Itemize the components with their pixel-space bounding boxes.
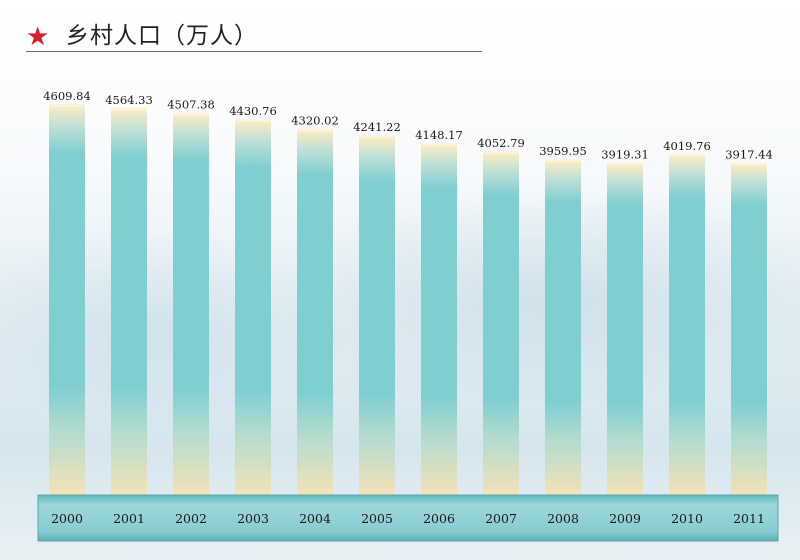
bar-cap [359, 135, 395, 140]
value-label: 4019.76 [663, 139, 711, 153]
bar-2005 [359, 138, 395, 495]
chart-title: 乡村人口（万人） [66, 23, 258, 49]
value-label: 4148.17 [415, 128, 463, 142]
x-tick-label: 2010 [671, 511, 703, 526]
x-tick-label: 2004 [299, 511, 331, 526]
x-tick-label: 2002 [175, 511, 207, 526]
value-label: 4430.76 [229, 104, 277, 118]
chart-title-bar: ★ 乡村人口（万人） [26, 22, 482, 56]
value-label: 4609.84 [43, 89, 91, 103]
value-label: 3919.31 [601, 147, 649, 161]
bar-cap [607, 162, 643, 167]
bar-2010 [669, 156, 705, 495]
bar-2002 [173, 115, 209, 496]
bar-2003 [235, 122, 271, 496]
x-tick-label: 2009 [609, 511, 641, 526]
value-label: 4052.79 [477, 136, 525, 150]
x-axis-band [37, 494, 779, 542]
bar-2009 [607, 165, 643, 495]
x-tick-label: 2001 [113, 511, 145, 526]
bar-2008 [545, 161, 581, 495]
star-icon: ★ [26, 22, 50, 52]
bar-cap [111, 107, 147, 112]
bar-cap [421, 143, 457, 148]
bar-2000 [49, 107, 85, 495]
bar-cap [235, 119, 271, 124]
bar-2001 [111, 110, 147, 495]
bar-cap [669, 153, 705, 158]
title-underline [26, 51, 482, 52]
x-tick-label: 2005 [361, 511, 393, 526]
value-label: 3959.95 [539, 144, 587, 158]
value-label: 4507.38 [167, 98, 215, 112]
value-label: 4241.22 [353, 120, 401, 134]
bar-2007 [483, 154, 519, 496]
value-label: 4564.33 [105, 93, 153, 107]
bar-2004 [297, 131, 333, 496]
x-tick-label: 2011 [733, 511, 765, 526]
bar-cap [545, 158, 581, 163]
bar-cap [49, 104, 85, 108]
bar-cap [483, 151, 519, 156]
x-tick-label: 2008 [547, 511, 579, 526]
bar-cap [173, 112, 209, 117]
bar-cap [297, 128, 333, 133]
bar-cap [731, 162, 767, 167]
bar-2011 [731, 165, 767, 495]
bar-2006 [421, 146, 457, 495]
x-tick-label: 2003 [237, 511, 269, 526]
x-tick-label: 2007 [485, 511, 517, 526]
x-tick-label: 2000 [51, 511, 83, 526]
x-tick-label: 2006 [423, 511, 455, 526]
value-label: 3917.44 [725, 148, 773, 162]
value-label: 4320.02 [291, 114, 339, 128]
